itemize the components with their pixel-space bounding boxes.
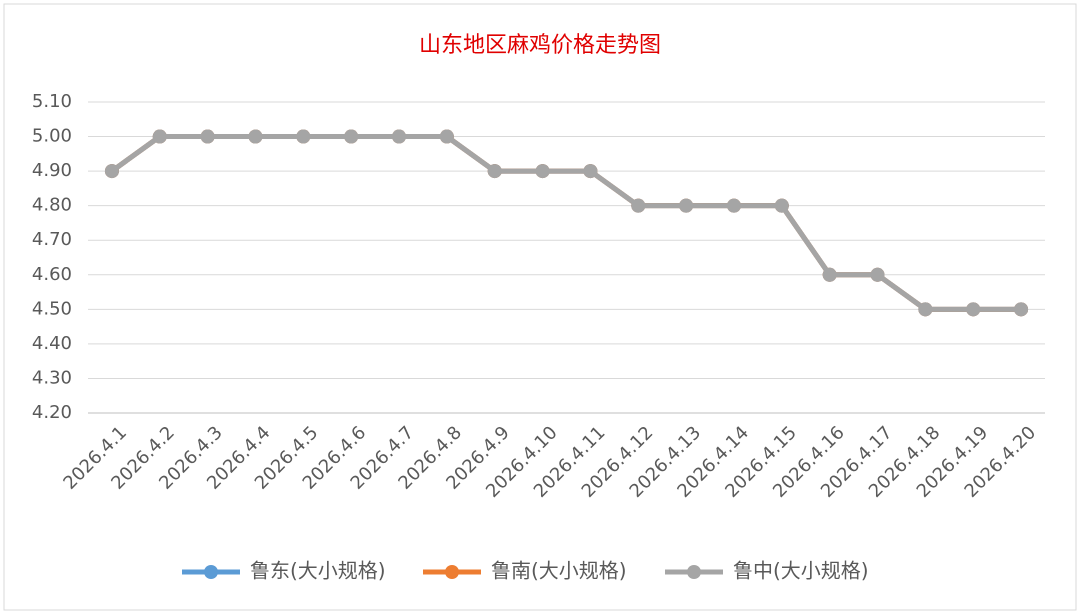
point [774,198,789,213]
legend-marker [687,565,701,579]
point [152,129,167,144]
y-tick-label: 5.00 [32,126,72,147]
point [344,129,359,144]
point [631,198,646,213]
y-tick-label: 4.30 [32,367,72,388]
y-tick-label: 4.80 [32,195,72,216]
legend-label: 鲁东(大小规格) [250,559,386,583]
y-tick-label: 4.20 [32,402,72,423]
legend-marker [204,565,218,579]
point [583,164,598,179]
point [200,129,215,144]
point [726,198,741,213]
point [296,129,311,144]
point [439,129,454,144]
y-tick-label: 4.60 [32,264,72,285]
y-tick-label: 4.50 [32,298,72,319]
chart-frame [3,3,1077,611]
point [392,129,407,144]
point [918,302,933,317]
point [487,164,502,179]
y-tick-label: 4.90 [32,160,72,181]
y-tick-label: 4.40 [32,333,72,354]
legend-marker [445,565,459,579]
point [679,198,694,213]
point [104,164,119,179]
point [248,129,263,144]
point [1014,302,1029,317]
legend-label: 鲁中(大小规格) [733,559,869,583]
legend-label: 鲁南(大小规格) [491,559,627,583]
point [535,164,550,179]
point [966,302,981,317]
y-tick-label: 4.70 [32,229,72,250]
series-line [110,134,1022,312]
point [822,267,837,282]
y-tick-label: 5.10 [32,91,72,112]
chart-title: 山东地区麻鸡价格走势图 [419,33,661,58]
point [870,267,885,282]
